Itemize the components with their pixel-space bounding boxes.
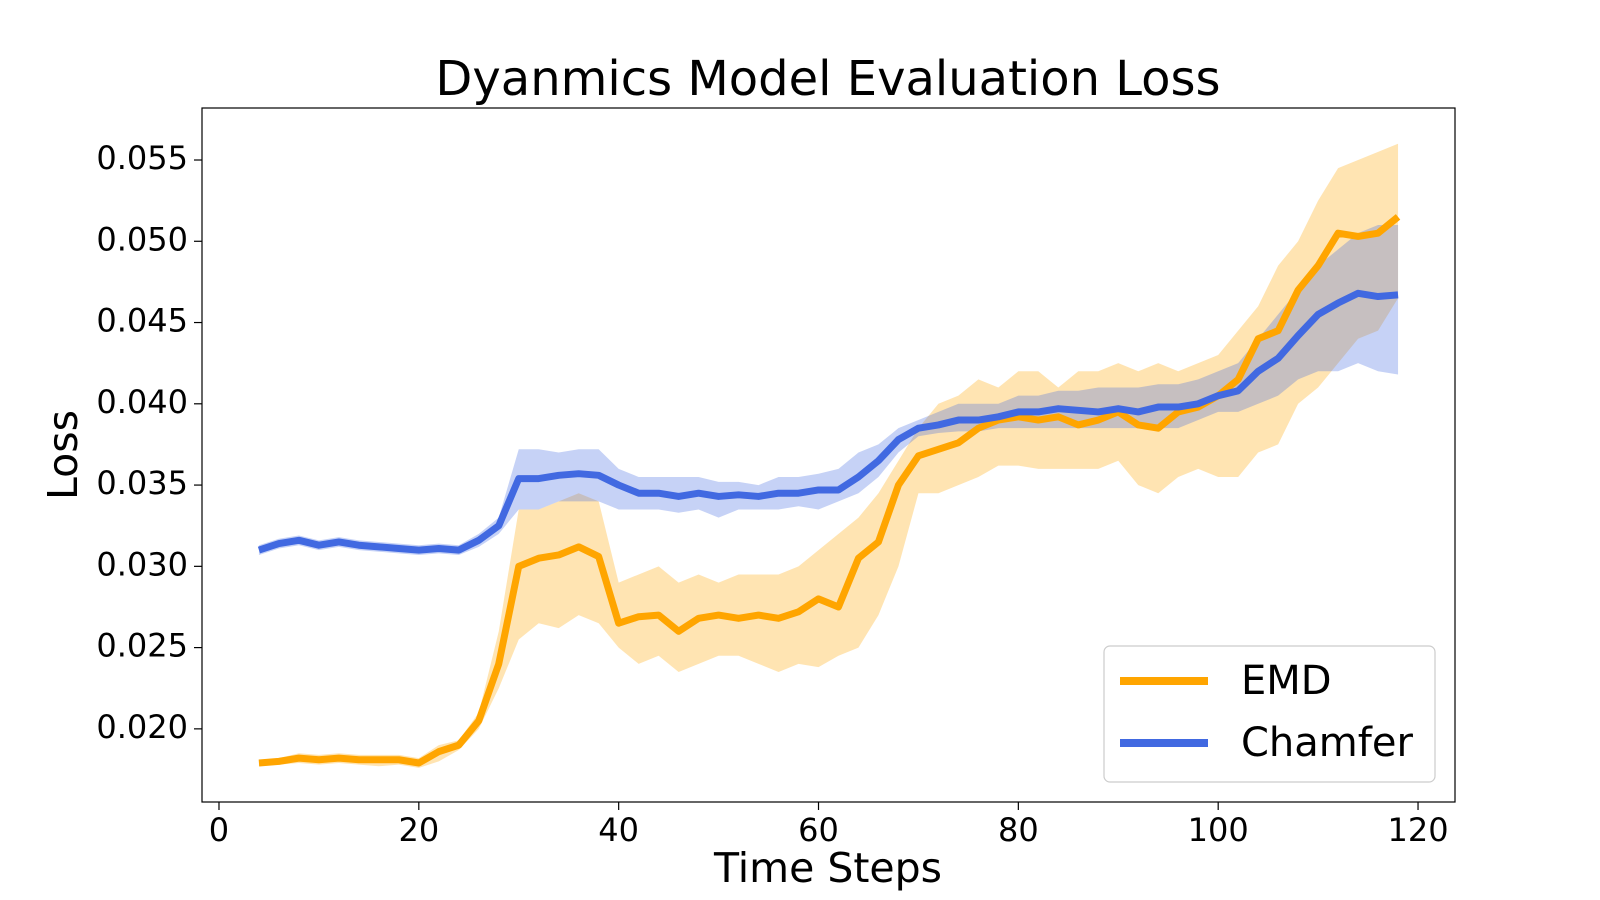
y-tick-label: 0.025 — [96, 627, 188, 665]
x-tick-label: 120 — [1387, 811, 1448, 849]
chart-title: Dyanmics Model Evaluation Loss — [435, 51, 1220, 107]
y-tick-label: 0.020 — [96, 708, 188, 746]
y-tick-label: 0.045 — [96, 302, 188, 340]
plot-frame — [201, 107, 1456, 803]
y-axis-label: Loss — [39, 410, 87, 500]
x-tick-label: 60 — [798, 811, 839, 849]
x-tick-label: 40 — [598, 811, 639, 849]
error-band — [258, 225, 1399, 555]
x-axis-label: Time Steps — [713, 844, 942, 892]
legend: EMD Chamfer — [1103, 645, 1436, 783]
y-tick-label: 0.055 — [96, 139, 188, 177]
x-tick-label: 0 — [209, 811, 229, 849]
legend-label: EMD — [1241, 658, 1332, 704]
legend-label: Chamfer — [1241, 720, 1413, 766]
x-tick-label: 100 — [1188, 811, 1249, 849]
y-tick-label: 0.035 — [96, 464, 188, 502]
line — [257, 289, 1399, 554]
x-tick-label: 80 — [998, 811, 1039, 849]
y-tick-label: 0.050 — [96, 220, 188, 258]
y-tick-label: 0.040 — [96, 383, 188, 421]
error-band — [258, 143, 1399, 768]
y-tick-label: 0.030 — [96, 545, 188, 583]
x-tick-label: 20 — [398, 811, 439, 849]
